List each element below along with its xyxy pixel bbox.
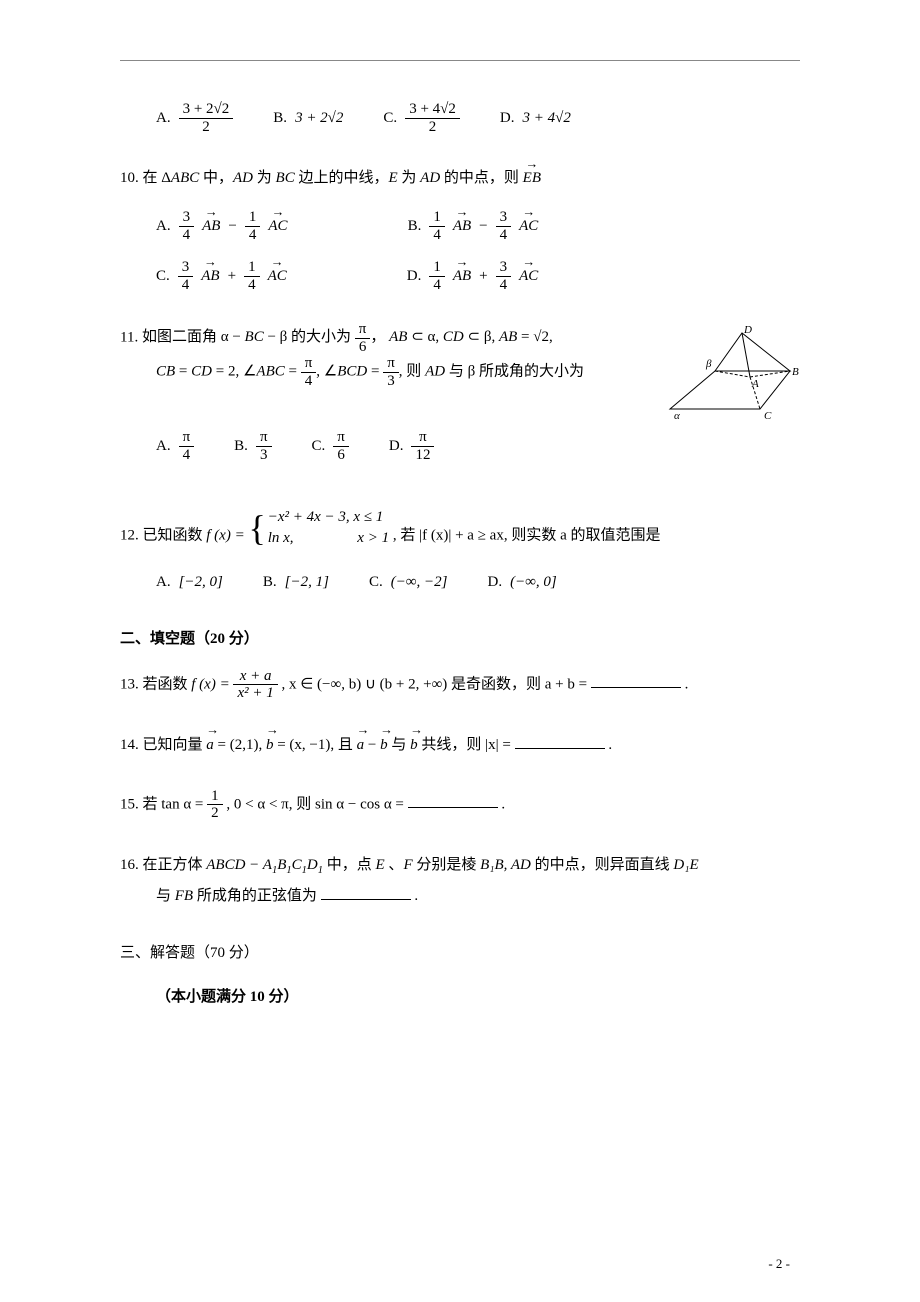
diagram-label-D: D bbox=[743, 324, 752, 336]
page-number: - 2 - bbox=[768, 1256, 790, 1272]
stem-text: 如图二面角 α − bbox=[142, 329, 245, 345]
question-15: 15. 若 tan α = 12 , 0 < α < π, 则 sin α − … bbox=[120, 788, 800, 822]
answer-blank bbox=[591, 672, 681, 688]
vector: AB bbox=[453, 261, 471, 291]
question-9: A. 3 + 2√2 2 B. 3 + 2√2 C. 3 + 4√2 2 D. … bbox=[120, 101, 800, 135]
q12-opt-A: A. [−2, 0] bbox=[156, 567, 223, 597]
expr: 3 + 4√2 bbox=[522, 103, 570, 133]
piecewise-fn: { −x² + 4x − 3, x ≤ 1 ln x, x > 1 bbox=[248, 507, 389, 549]
sub-question-note: （本小题满分 10 分） bbox=[156, 982, 800, 1012]
stem-text: 中， bbox=[199, 170, 233, 186]
diagram-label-B: B bbox=[792, 366, 799, 378]
q9-opt-B: B. 3 + 2√2 bbox=[273, 101, 343, 135]
answer-blank bbox=[515, 733, 605, 749]
question-16: 16. 在正方体 ABCD − A1B1C1D1 中，点 E 、F 分别是棱 B… bbox=[120, 850, 800, 911]
q9-opt-A: A. 3 + 2√2 2 bbox=[156, 101, 233, 135]
question-13: 13. 若函数 f (x) = x + ax² + 1 , x ∈ (−∞, b… bbox=[120, 668, 800, 702]
vector: AC bbox=[519, 261, 538, 291]
diagram-label-A: A bbox=[751, 378, 759, 390]
dihedral-diagram: α β A B C D bbox=[660, 321, 800, 421]
vector: AC bbox=[268, 261, 287, 291]
q-number: 16. bbox=[120, 857, 139, 873]
expr: 3 + 2√2 bbox=[295, 103, 343, 133]
stem-text: ABC bbox=[171, 170, 199, 186]
vector: AB bbox=[202, 211, 220, 241]
q9-options: A. 3 + 2√2 2 B. 3 + 2√2 C. 3 + 4√2 2 D. … bbox=[156, 101, 800, 135]
q10-opt-D: D. 14 AB + 34 AC bbox=[407, 259, 539, 293]
diagram-label-beta: β bbox=[705, 358, 712, 370]
q10-opt-B: B. 14 AB − 34 AC bbox=[408, 209, 539, 243]
stem-text: 为 bbox=[398, 170, 421, 186]
opt-label: D. bbox=[407, 261, 422, 291]
fraction: 3 + 2√2 2 bbox=[179, 101, 234, 135]
opt-label: B. bbox=[408, 211, 422, 241]
opt-label: C. bbox=[156, 261, 170, 291]
stem-text: 已知函数 bbox=[143, 528, 207, 544]
q-number: 13. bbox=[120, 676, 139, 692]
q11-opt-B: B. π3 bbox=[234, 429, 271, 463]
q10-options-row1: A. 34 AB − 14 AC B. 14 AB − 34 AC bbox=[156, 209, 800, 243]
stem-text: 的中点，则 bbox=[440, 170, 523, 186]
q-number: 12. bbox=[120, 528, 139, 544]
q-number: 14. bbox=[120, 737, 139, 753]
vector: AB bbox=[453, 211, 471, 241]
q12-opt-C: C. (−∞, −2] bbox=[369, 567, 448, 597]
exam-page: A. 3 + 2√2 2 B. 3 + 2√2 C. 3 + 4√2 2 D. … bbox=[0, 0, 920, 1302]
opt-label: C. bbox=[383, 103, 397, 133]
stem-text: , 若 |f (x)| + a ≥ ax, 则实数 a 的取值范围是 bbox=[393, 528, 661, 544]
q9-opt-C: C. 3 + 4√2 2 bbox=[383, 101, 459, 135]
opt-label: A. bbox=[156, 211, 171, 241]
stem-text: E bbox=[388, 170, 397, 186]
q-number: 11. bbox=[120, 329, 138, 345]
opt-label: A. bbox=[156, 103, 171, 133]
vector-EB: EB bbox=[523, 163, 541, 193]
q11-opt-C: C. π6 bbox=[312, 429, 349, 463]
question-12: 12. 已知函数 f (x) = { −x² + 4x − 3, x ≤ 1 l… bbox=[120, 507, 800, 597]
diagram-label-C: C bbox=[764, 410, 772, 421]
q10-opt-C: C. 34 AB + 14 AC bbox=[156, 259, 287, 293]
opt-label: B. bbox=[273, 103, 287, 133]
q11-options: A. π4 B. π3 C. π6 D. π12 bbox=[156, 429, 800, 463]
question-10: 10. 在 ΔABC 中，AD 为 BC 边上的中线，E 为 AD 的中点，则 … bbox=[120, 163, 800, 293]
q-number: 15. bbox=[120, 796, 139, 812]
q12-opt-B: B. [−2, 1] bbox=[263, 567, 329, 597]
q10-options-row2: C. 34 AB + 14 AC D. 14 AB + 34 AC bbox=[156, 259, 800, 293]
stem-text: AD bbox=[233, 170, 253, 186]
fraction: 3 + 4√2 2 bbox=[405, 101, 460, 135]
q12-options: A. [−2, 0] B. [−2, 1] C. (−∞, −2] D. (−∞… bbox=[156, 567, 800, 597]
top-rule bbox=[120, 60, 800, 61]
q12-opt-D: D. (−∞, 0] bbox=[488, 567, 557, 597]
vector: AB bbox=[201, 261, 219, 291]
q-number: 10. bbox=[120, 170, 139, 186]
section-3-heading: 三、解答题（70 分） bbox=[120, 941, 800, 962]
opt-label: D. bbox=[500, 103, 515, 133]
stem-text: AD bbox=[420, 170, 440, 186]
section-2-heading: 二、填空题（20 分） bbox=[120, 627, 800, 648]
question-11: α β A B C D 11. 如图二面角 α − BC − β 的大小为 π6… bbox=[120, 321, 800, 479]
q9-opt-D: D. 3 + 4√2 bbox=[500, 101, 571, 135]
vector: AC bbox=[268, 211, 287, 241]
stem-text: BC bbox=[276, 170, 295, 186]
answer-blank bbox=[321, 884, 411, 900]
stem-text: 在 Δ bbox=[143, 170, 171, 186]
q11-opt-A: A. π4 bbox=[156, 429, 194, 463]
brace-icon: { bbox=[248, 514, 265, 543]
question-14: 14. 已知向量 a = (2,1), b = (x, −1), 且 a − b… bbox=[120, 730, 800, 760]
stem-text: 为 bbox=[253, 170, 276, 186]
answer-blank bbox=[408, 792, 498, 808]
q11-opt-D: D. π12 bbox=[389, 429, 435, 463]
vector: AC bbox=[519, 211, 538, 241]
diagram-label-alpha: α bbox=[674, 410, 680, 421]
q10-opt-A: A. 34 AB − 14 AC bbox=[156, 209, 288, 243]
stem-text: 边上的中线， bbox=[295, 170, 389, 186]
